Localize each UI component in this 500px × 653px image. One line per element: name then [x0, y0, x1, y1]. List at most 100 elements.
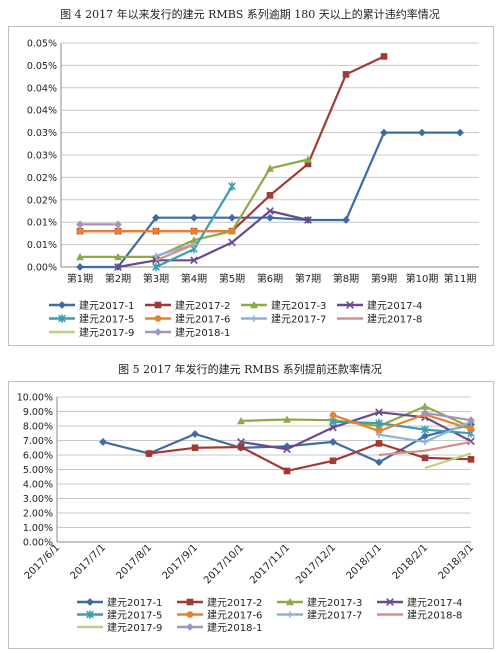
legend-2017-4-marker	[386, 598, 394, 606]
legend-2017-5-label: 建元2017-5	[79, 313, 134, 326]
x-tick-label: 第4期	[181, 272, 207, 285]
legend-2018-1-label: 建元2018-1	[207, 621, 262, 634]
data-point	[375, 418, 383, 428]
legend-2018-1-marker	[186, 623, 194, 631]
x-tick-label: 2017/7/1	[69, 542, 109, 582]
y-tick-label: 8.00%	[23, 422, 53, 433]
series-line-2017-6	[332, 413, 472, 433]
y-tick-label: 0.04%	[27, 106, 57, 117]
data-point	[191, 444, 199, 452]
y-tick-label: 0.03%	[27, 128, 57, 139]
data-point	[76, 227, 84, 235]
figure-5-caption: 图 5 2017 年发行的建元 RMBS 系列提前还款率情况	[118, 363, 382, 376]
x-tick-label: 2017/12/1	[294, 542, 338, 586]
legend-2018-1-marker	[154, 328, 162, 336]
data-point	[304, 155, 312, 163]
x-tick-label: 第6期	[257, 272, 283, 285]
series-2017-2	[145, 440, 475, 475]
y-tick-label: 0.01%	[27, 218, 57, 229]
legend-2017-1-marker	[86, 598, 94, 606]
data-point	[380, 53, 388, 60]
y-tick-label: 0.04%	[27, 83, 57, 94]
data-point	[467, 416, 475, 425]
data-point	[76, 263, 84, 271]
series-2018-1	[421, 409, 475, 425]
x-tick-label: 第7期	[295, 272, 321, 285]
legend-2017-1-label: 建元2017-1	[107, 596, 162, 609]
data-point	[237, 416, 245, 425]
series-2018-1	[76, 220, 122, 229]
x-tick-label: 2017/11/1	[248, 542, 292, 586]
y-tick-label: 9.00%	[23, 407, 53, 418]
data-point	[237, 443, 245, 451]
data-point	[114, 220, 122, 229]
data-point	[329, 417, 337, 426]
y-tick-label: 4.00%	[23, 480, 53, 491]
legend-2017-3-marker	[250, 300, 258, 309]
data-point	[467, 425, 475, 433]
x-tick-label: 2017/10/1	[202, 542, 246, 586]
default-rate-chart-svg: 0.00% 0.01% 0.01% 0.02% 0.02% 0.03% 0.03% 0.04%…	[27, 39, 479, 339]
series-line-2017-2	[148, 442, 472, 473]
data-point	[421, 409, 429, 417]
legend-2017-5-marker	[86, 610, 94, 619]
x-tick-label: 第9期	[371, 272, 397, 285]
data-point	[421, 432, 429, 441]
data-point	[228, 238, 236, 247]
legend-2017-7-marker	[286, 611, 294, 618]
y-tick-label: 1.00%	[23, 523, 53, 534]
data-point	[342, 71, 350, 78]
legend-2017-6-label: 建元2017-6	[175, 313, 230, 326]
x-tick-label: 2017/9/1	[161, 542, 201, 582]
data-point	[456, 128, 464, 137]
data-point	[283, 415, 291, 423]
y-tick-label: 5.00%	[23, 465, 53, 476]
legend-2017-9-label: 建元2017-9	[79, 326, 134, 339]
data-point	[266, 192, 274, 199]
data-point	[266, 213, 274, 222]
legend-2018-1-label: 建元2018-1	[175, 326, 230, 339]
data-point	[375, 427, 383, 435]
data-point	[329, 411, 337, 419]
x-tick-label: 第11期	[444, 272, 477, 285]
series-line-2017-2	[80, 55, 385, 233]
y-tick-label: 0.05%	[27, 61, 57, 72]
data-point	[467, 456, 475, 463]
data-point	[114, 227, 122, 235]
series-line-2018-1	[424, 411, 472, 422]
x-tick-label: 第2期	[105, 272, 131, 285]
data-point	[76, 220, 84, 229]
data-point	[342, 216, 350, 224]
prepayment-rate-chart-svg: 0.00% 1.00% 2.00% 3.00% 4.00% 5.00% 6.00% 7.00%…	[17, 393, 476, 635]
data-point	[421, 402, 429, 410]
y-tick-label: 0.02%	[27, 195, 57, 206]
y-tick-label: 6.00%	[23, 451, 53, 462]
data-point	[418, 128, 426, 137]
data-point	[152, 227, 160, 235]
legend-2018-8-label: 建元2018-8	[407, 609, 462, 622]
legend-2017-4-marker	[346, 301, 354, 309]
data-point	[152, 252, 160, 260]
data-point	[145, 450, 153, 457]
series-2017-1	[99, 420, 475, 467]
data-point	[191, 430, 199, 438]
data-point	[152, 213, 160, 222]
x-tick-label: 第1期	[67, 272, 93, 285]
x-tick-label: 第3期	[143, 272, 169, 285]
data-point	[190, 213, 198, 222]
data-point	[421, 454, 429, 462]
y-tick-label: 3.00%	[23, 494, 53, 505]
series-2017-9	[424, 452, 472, 470]
legend-2017-6-marker	[186, 611, 194, 618]
x-tick-label: 第5期	[219, 272, 245, 285]
data-point	[304, 160, 312, 168]
data-point	[76, 252, 84, 261]
legend-2017-6-label: 建元2017-6	[207, 609, 262, 622]
data-point	[380, 128, 388, 137]
data-point	[329, 438, 337, 446]
series-2017-6	[76, 227, 236, 235]
legend-2017-2-marker	[154, 301, 162, 309]
prepayment-rate-chart: 0.00% 1.00% 2.00% 3.00% 4.00% 5.00% 6.00% 7.00%…	[8, 381, 494, 649]
data-point	[375, 408, 383, 417]
series-2017-8	[155, 243, 195, 262]
